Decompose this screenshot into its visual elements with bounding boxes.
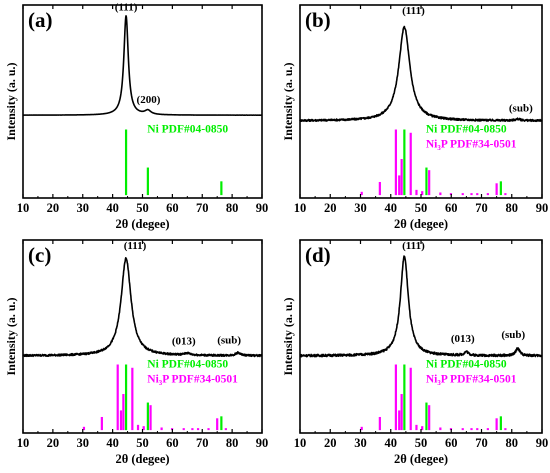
peak-annotation: (111) (402, 5, 425, 17)
x-tick-label: 70 (475, 436, 488, 450)
panel-label: (c) (28, 243, 51, 267)
x-tick-label: 40 (106, 436, 119, 450)
peak-annotation: (200) (137, 94, 161, 106)
plot-frame (299, 4, 543, 199)
x-tick-label: 10 (294, 201, 307, 215)
x-tick-label: 60 (445, 436, 458, 450)
x-tick-label: 30 (354, 436, 367, 450)
x-tick-label: 10 (17, 436, 30, 450)
x-tick-label: 20 (47, 436, 60, 450)
xrd-pattern-line (299, 255, 543, 358)
x-tick-label: 70 (475, 201, 488, 215)
x-tick-label: 60 (166, 436, 179, 450)
x-tick-label: 30 (77, 201, 90, 215)
peak-annotation: (013) (172, 336, 196, 348)
x-axis-label: 2θ (degee) (115, 217, 169, 231)
x-tick-label: 70 (196, 436, 209, 450)
x-tick-label: 10 (17, 201, 30, 215)
x-tick-label: 80 (226, 201, 239, 215)
x-tick-label: 20 (47, 201, 60, 215)
x-tick-label: 30 (354, 201, 367, 215)
xrd-pattern-line (22, 15, 263, 116)
chart-panel-b: (111) (sub)Ni PDF#04-0850 Ni₃P PDF#34-0501… (281, 4, 549, 231)
x-tick-label: 60 (445, 201, 458, 215)
panel-label: (d) (305, 243, 331, 267)
reference-legend-label: Ni PDF#04-0850 (426, 358, 507, 370)
x-tick-label: 50 (136, 201, 149, 215)
x-tick-label: 90 (256, 436, 269, 450)
peak-annotation: (111) (402, 240, 425, 252)
x-tick-label: 20 (324, 201, 337, 215)
x-axis-label: 2θ (degee) (394, 217, 448, 231)
x-tick-label: 70 (196, 201, 209, 215)
panel-label: (a) (28, 8, 53, 32)
x-tick-label: 50 (415, 436, 428, 450)
x-tick-label: 40 (385, 436, 398, 450)
y-axis-label: Intensity (a. u.) (4, 62, 18, 140)
x-tick-label: 10 (294, 436, 307, 450)
x-tick-label: 40 (106, 201, 119, 215)
peak-annotation: (111) (115, 1, 138, 13)
peak-annotation: (013) (451, 333, 475, 345)
x-axis-label: 2θ (degee) (394, 452, 448, 466)
panel-label: (b) (305, 8, 331, 32)
chart-panel-d: (111) (013) (sub) Ni PDF#04-0850 Ni₃P PDF#34… (281, 239, 549, 466)
y-axis-label: Intensity (a. u.) (4, 297, 18, 375)
x-tick-label: 80 (506, 201, 519, 215)
x-tick-label: 60 (166, 201, 179, 215)
x-tick-label: 30 (77, 436, 90, 450)
peak-annotation: (sub) (217, 335, 241, 347)
peak-annotation: (sub) (509, 102, 533, 114)
x-tick-label: 50 (136, 436, 149, 450)
x-tick-label: 90 (256, 201, 269, 215)
reference-legend-label: Ni₃P PDF#34-0501 (426, 373, 517, 385)
reference-legend-label: Ni₃P PDF#34-0501 (147, 373, 238, 385)
y-axis-label: Intensity (a. u.) (281, 297, 295, 375)
peak-annotation: (111) (124, 240, 147, 252)
chart-panel-c: (111) (013) (sub) Ni PDF#04-0850 Ni₃P PDF#34… (4, 239, 269, 466)
y-axis-label: Intensity (a. u.) (281, 62, 295, 140)
chart-panel-a: (111) (200) Ni PDF#04-0850 10 20 30 40 50 60 70 80… (4, 1, 268, 231)
reference-legend-label: Ni PDF#04-0850 (147, 123, 228, 135)
xrd-pattern-line (299, 25, 543, 123)
x-axis-label: 2θ (degee) (115, 452, 169, 466)
peak-annotation: (sub) (501, 329, 525, 341)
x-tick-label: 40 (385, 201, 398, 215)
reference-legend-label: Ni PDF#04-0850 (147, 358, 228, 370)
xrd-pattern-line (22, 257, 263, 358)
x-tick-label: 50 (415, 201, 428, 215)
x-tick-label: 90 (536, 436, 549, 450)
x-tick-label: 20 (324, 436, 337, 450)
x-tick-label: 80 (506, 436, 519, 450)
x-tick-label: 90 (536, 201, 549, 215)
reference-legend-label: Ni₃P PDF#34-0501 (426, 138, 517, 150)
x-tick-label: 80 (226, 436, 239, 450)
reference-legend-label: Ni PDF#04-0850 (426, 123, 507, 135)
